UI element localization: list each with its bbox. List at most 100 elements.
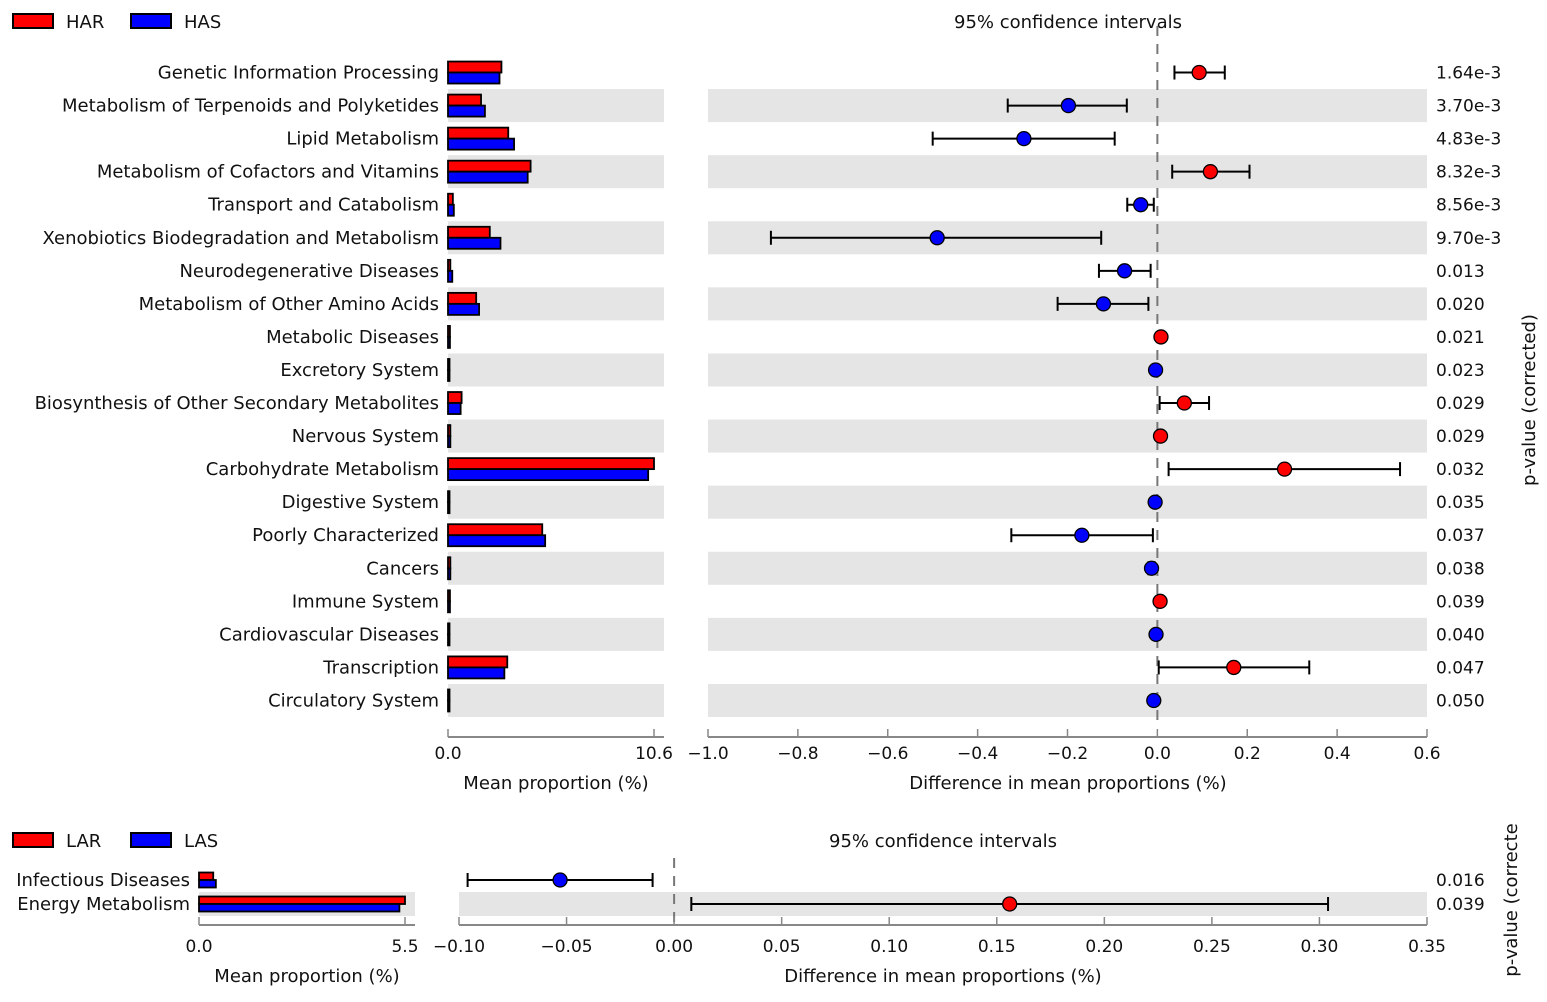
ci-x-tick-label: 0.4 bbox=[1324, 744, 1351, 764]
legend-label-har: HAR bbox=[66, 12, 104, 33]
category-label: Immune System bbox=[292, 591, 439, 612]
ci-x-tick-label: −0.10 bbox=[433, 937, 485, 957]
bar-har bbox=[447, 688, 451, 702]
legend-swatch-has bbox=[130, 13, 172, 29]
bar-has bbox=[447, 203, 455, 217]
category-label: Poorly Characterized bbox=[252, 525, 439, 546]
category-label: Infectious Diseases bbox=[16, 870, 190, 891]
bar-has bbox=[447, 336, 451, 349]
category-label: Transcription bbox=[322, 657, 439, 678]
diff-marker bbox=[1152, 428, 1169, 444]
ci-x-tick-label: 0.15 bbox=[978, 937, 1016, 957]
panel-1: HAR HAS 95% confidence intervals Genetic In… bbox=[12, 12, 1540, 794]
legend-label-lar: LAR bbox=[66, 831, 101, 852]
p-value: 0.020 bbox=[1436, 295, 1485, 315]
ci-x-tick-label: −0.05 bbox=[541, 937, 593, 957]
diff-marker bbox=[1276, 461, 1293, 477]
bar-har bbox=[447, 60, 503, 74]
p-value: 0.039 bbox=[1436, 895, 1485, 915]
ci-x-tick-label: −1.0 bbox=[687, 744, 728, 764]
diff-marker bbox=[1226, 659, 1242, 676]
ci-x-tick-label: −0.4 bbox=[957, 744, 998, 764]
bar-har bbox=[447, 490, 451, 504]
bar-has bbox=[447, 699, 451, 713]
ci-x-tick-label: −0.8 bbox=[777, 744, 818, 764]
category-label: Energy Metabolism bbox=[17, 894, 190, 915]
panel-2: LAR LAS 95% confidence intervals Infectious… bbox=[12, 823, 1522, 987]
bar-has bbox=[447, 104, 486, 118]
bar-har bbox=[447, 192, 454, 206]
diff-marker bbox=[1152, 593, 1168, 609]
bar-has bbox=[447, 567, 452, 581]
p-value: 0.038 bbox=[1436, 559, 1485, 579]
p-value: 0.039 bbox=[1436, 592, 1485, 612]
category-label: Cardiovascular Diseases bbox=[219, 624, 439, 645]
ci-x-tick-label: 0.35 bbox=[1408, 937, 1446, 957]
bar-har bbox=[447, 93, 482, 107]
bar-x-axis-label: Mean proportion (%) bbox=[463, 773, 648, 794]
category-label: Metabolism of Other Amino Acids bbox=[139, 294, 439, 315]
category-label: Carbohydrate Metabolism bbox=[206, 459, 439, 480]
bar-har bbox=[447, 358, 451, 371]
p-value: 0.013 bbox=[1436, 262, 1485, 282]
bar-has bbox=[447, 236, 502, 250]
diff-marker bbox=[1060, 97, 1077, 114]
diff-marker bbox=[1147, 494, 1163, 510]
ci-x-tick-label: 0.20 bbox=[1085, 937, 1123, 957]
diff-marker bbox=[1143, 560, 1160, 576]
bar-has bbox=[447, 170, 529, 184]
diff-marker bbox=[1016, 130, 1032, 147]
ci-x-tick-label: 0.10 bbox=[870, 937, 908, 957]
ci-title: 95% confidence intervals bbox=[954, 12, 1182, 33]
bar-har bbox=[447, 159, 532, 173]
ci-x-tick-label: −0.6 bbox=[867, 744, 908, 764]
row-shade-bar bbox=[448, 419, 664, 453]
row-shade-ci bbox=[708, 485, 1427, 519]
row-shade-bar bbox=[448, 683, 664, 717]
category-label: Lipid Metabolism bbox=[286, 129, 439, 150]
diff-marker bbox=[1095, 296, 1112, 312]
diff-marker bbox=[1153, 329, 1169, 345]
bar-x-tick-label: 5.5 bbox=[391, 937, 418, 957]
diff-marker bbox=[1202, 164, 1219, 180]
p-value: 0.040 bbox=[1436, 625, 1485, 645]
diff-marker bbox=[1074, 527, 1090, 543]
legend-swatch-lar bbox=[12, 832, 54, 848]
bar-has bbox=[447, 369, 451, 382]
bar-has bbox=[447, 269, 454, 283]
category-label: Metabolism of Cofactors and Vitamins bbox=[97, 162, 439, 183]
category-label: Metabolism of Terpenoids and Polyketides bbox=[62, 96, 439, 117]
category-label: Circulatory System bbox=[268, 690, 439, 711]
row-shade-bar bbox=[448, 485, 664, 519]
diff-marker bbox=[1147, 362, 1164, 378]
p-value: 0.016 bbox=[1436, 871, 1485, 891]
bar-x-axis-label: Mean proportion (%) bbox=[214, 966, 399, 987]
ci-x-tick-label: 0.0 bbox=[1144, 744, 1171, 764]
ci-x-tick-label: 0.2 bbox=[1234, 744, 1261, 764]
bar-har bbox=[447, 655, 509, 669]
diff-marker bbox=[1176, 395, 1192, 411]
p-value: 0.029 bbox=[1436, 427, 1485, 447]
row-shade-ci bbox=[708, 155, 1427, 189]
row-shade-bar bbox=[448, 551, 664, 585]
p-value-axis-label: p-value (corrected) bbox=[1519, 314, 1540, 486]
bar-has bbox=[447, 600, 451, 614]
diff-marker bbox=[929, 230, 945, 246]
category-label: Nervous System bbox=[292, 426, 439, 447]
bar-lar bbox=[198, 871, 215, 881]
bar-has bbox=[447, 501, 451, 515]
ci-x-tick-label: −0.2 bbox=[1047, 744, 1088, 764]
diff-marker bbox=[1133, 197, 1149, 213]
bar-has bbox=[447, 435, 452, 448]
diff-marker bbox=[552, 872, 568, 888]
row-shade-bar bbox=[448, 287, 664, 321]
p-value: 9.70e-3 bbox=[1436, 229, 1501, 249]
bar-har bbox=[447, 391, 463, 404]
p-value: 0.050 bbox=[1436, 691, 1485, 711]
p-value: 4.83e-3 bbox=[1436, 130, 1501, 150]
diff-marker bbox=[1148, 626, 1164, 643]
p-value: 0.047 bbox=[1436, 658, 1485, 678]
row-shade-ci bbox=[708, 617, 1427, 651]
ci-x-tick-label: 0.00 bbox=[655, 937, 693, 957]
bar-har bbox=[447, 523, 544, 537]
